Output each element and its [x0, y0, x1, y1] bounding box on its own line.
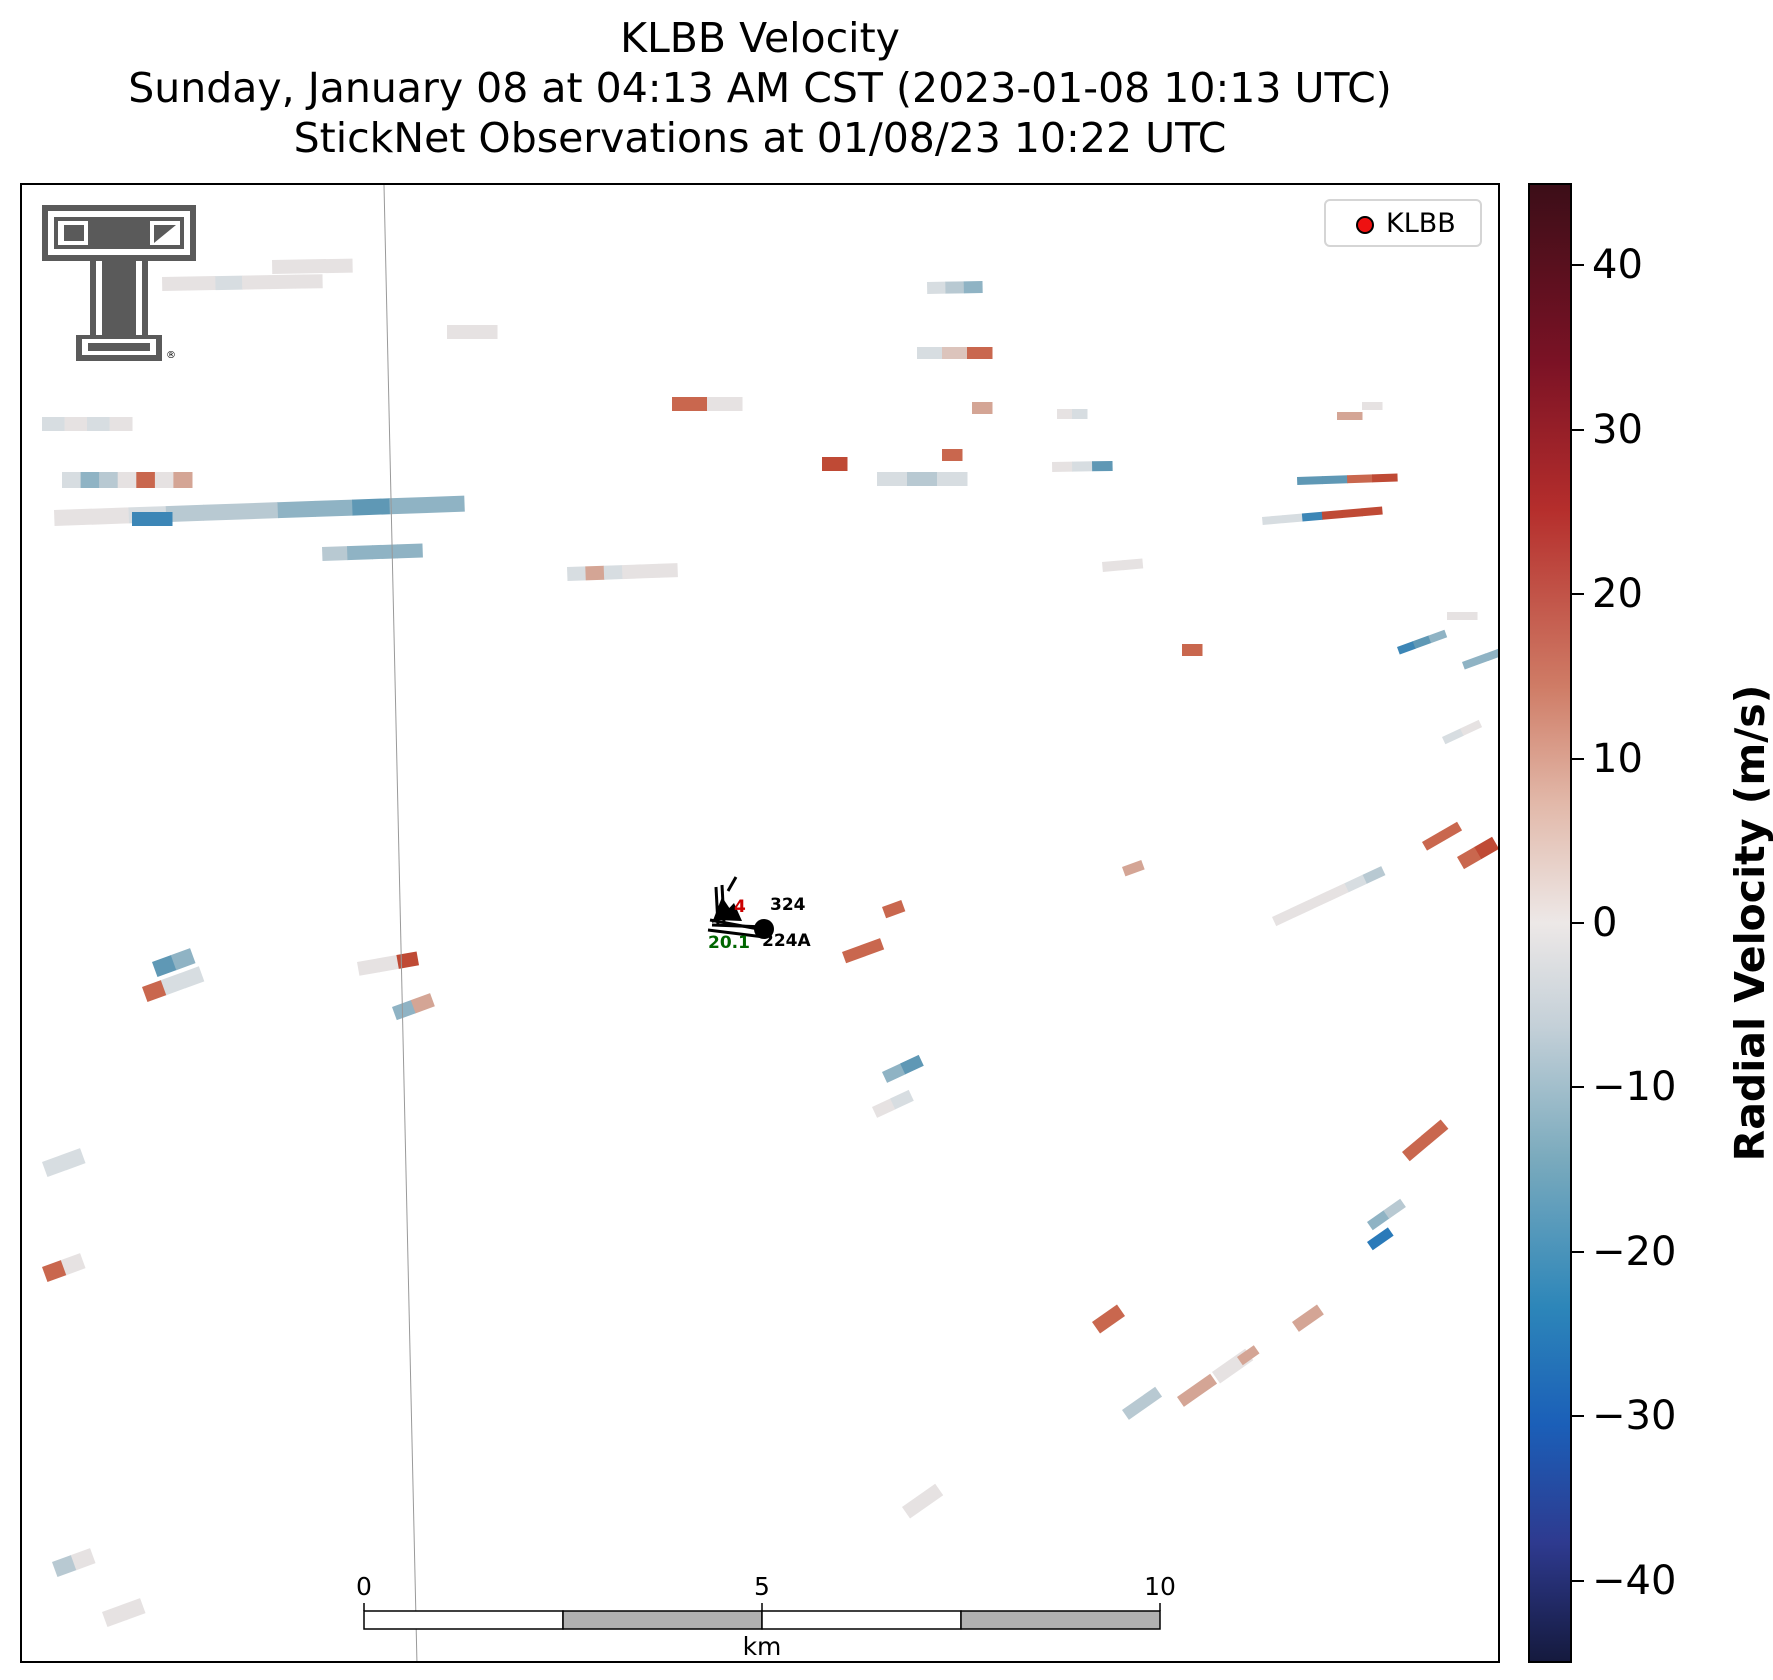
colorbar-tick-mark [1572, 428, 1584, 431]
klbb-marker-icon [1356, 216, 1374, 234]
county-boundary-line [383, 185, 418, 1661]
colorbar-tick-label: −30 [1592, 1393, 1677, 1440]
colorbar [1528, 183, 1572, 1663]
legend-label: KLBB [1386, 208, 1456, 239]
station-value-324: 4 [734, 897, 746, 917]
colorbar-axis-label: Radial Velocity (m/s) [1726, 684, 1773, 1162]
chart-subtitle: Sunday, January 08 at 04:13 AM CST (2023… [128, 64, 1392, 112]
colorbar-tick-mark [1572, 1250, 1584, 1253]
colorbar-tick-mark [1572, 757, 1584, 760]
scale-tick-5: 5 [754, 1572, 770, 1601]
radar-map[interactable]: 0 5 10 km 4 324 20.1 224A ® KLBB [20, 183, 1500, 1663]
colorbar-tick-label: 10 [1592, 735, 1643, 782]
scale-tick-0: 0 [356, 1572, 372, 1601]
colorbar-tick-mark [1572, 264, 1584, 267]
colorbar-tick-mark [1572, 1579, 1584, 1582]
scale-unit: km [742, 1632, 782, 1661]
scale-tick-10: 10 [1144, 1572, 1176, 1601]
sticknet-wind-barbs [707, 876, 774, 939]
station-id-324: 324 [770, 895, 806, 915]
texas-tech-logo-icon: ® [42, 205, 212, 399]
radar-velocity-layer [42, 185, 1498, 1661]
station-value-224A: 20.1 [708, 933, 750, 953]
colorbar-tick-label: −20 [1592, 1228, 1677, 1275]
colorbar-tick-label: −10 [1592, 1064, 1677, 1111]
logo-registered-mark: ® [166, 350, 176, 361]
chart-title: KLBB Velocity [620, 14, 900, 62]
colorbar-tick-mark [1572, 1086, 1584, 1089]
scale-bar [363, 1603, 1161, 1630]
colorbar-tick-mark [1572, 1415, 1584, 1418]
station-id-224A: 224A [762, 931, 811, 951]
colorbar-tick-mark [1572, 593, 1584, 596]
chart-subtitle-obs: StickNet Observations at 01/08/23 10:22 … [293, 114, 1227, 162]
colorbar-tick-mark [1572, 922, 1584, 924]
colorbar-tick-label: 30 [1592, 406, 1643, 453]
colorbar-tick-label: 20 [1592, 571, 1643, 618]
colorbar-tick-label: 40 [1592, 242, 1643, 289]
colorbar-tick-label: −40 [1592, 1557, 1677, 1604]
colorbar-tick-label: 0 [1592, 900, 1618, 946]
map-legend: KLBB [1324, 199, 1482, 247]
velocity-gates [42, 258, 1498, 1628]
